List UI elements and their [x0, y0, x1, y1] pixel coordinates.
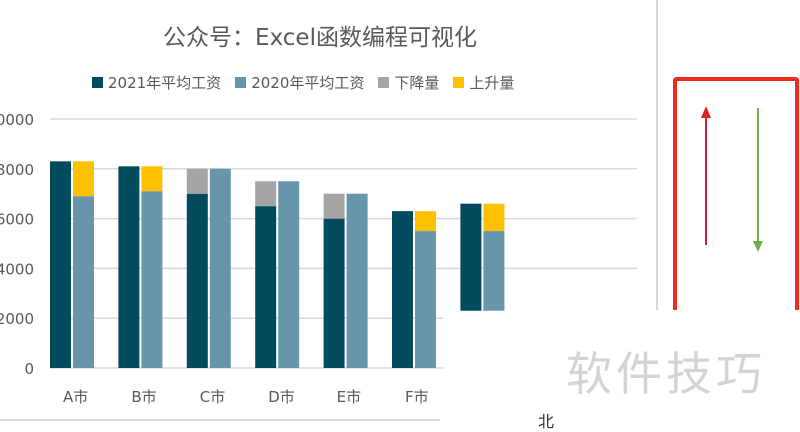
legend-label: 2021年平均工资: [108, 74, 222, 92]
bar-2020: [346, 193, 368, 368]
bar-decrease: [323, 193, 345, 219]
bar-2021: [323, 218, 345, 368]
bar-2020: [278, 181, 300, 368]
bar-decrease: [186, 168, 208, 194]
x-tick-label: E市: [337, 388, 361, 406]
y-tick-label: 4000: [0, 260, 34, 278]
bar-2021: [255, 206, 277, 368]
bar-increase: [73, 161, 94, 197]
bar-2020: [415, 231, 436, 368]
legend: 2021年平均工资 2020年平均工资 下降量 上升量: [92, 72, 514, 93]
legend-item-2020: 2020年平均工资: [235, 72, 364, 93]
bar-2021: [118, 166, 140, 368]
x-tick-label: C市: [200, 388, 225, 406]
bar-2021: [460, 203, 482, 311]
text-fragment: 北: [538, 412, 555, 431]
legend-item-increase: 上升量: [453, 72, 514, 93]
y-tick-label: 6000: [0, 211, 34, 229]
bar-2021: [50, 161, 71, 368]
y-tick-label: 0: [24, 360, 34, 378]
legend-item-decrease: 下降量: [378, 72, 439, 93]
x-tick-label: A市: [63, 388, 88, 406]
bar-increase: [141, 166, 163, 192]
bar-2021: [186, 193, 208, 368]
bar-2021: [392, 211, 413, 368]
down-arrow-icon: [753, 241, 763, 252]
bar-increase: [415, 211, 436, 232]
up-arrow-icon: [701, 106, 711, 118]
legend-swatch: [235, 77, 247, 88]
bar-2020: [483, 231, 505, 311]
watermark: 软件技巧: [566, 347, 766, 401]
bar-2020: [141, 191, 163, 368]
legend-swatch: [453, 77, 465, 88]
y-tick-label: 0000: [0, 111, 34, 129]
legend-item-2021: 2021年平均工资: [92, 72, 221, 93]
chart-title: 公众号：Excel函数编程可视化: [163, 25, 477, 51]
highlight-box: [673, 77, 799, 310]
y-tick-label: 8000: [0, 161, 34, 179]
legend-swatch: [92, 77, 103, 88]
bar-increase: [483, 203, 505, 232]
bar-2020: [73, 196, 94, 368]
bar-2020: [209, 168, 231, 368]
bar-decrease: [255, 181, 277, 207]
x-tick-label: D市: [268, 388, 295, 406]
x-tick-label: B市: [131, 388, 156, 406]
x-tick-label: F市: [405, 388, 429, 406]
y-tick-label: 2000: [0, 310, 34, 328]
legend-label: 2020年平均工资: [251, 74, 365, 92]
legend-swatch: [378, 77, 390, 88]
legend-label: 上升量: [469, 74, 515, 92]
legend-label: 下降量: [394, 74, 440, 92]
